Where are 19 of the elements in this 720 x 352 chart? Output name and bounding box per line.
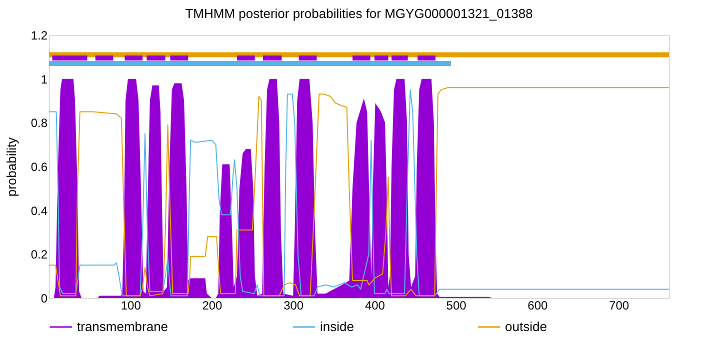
y-tick-label: 1.2 xyxy=(30,28,48,42)
y-tick-label: 1 xyxy=(40,72,48,86)
y-tick-label: 0 xyxy=(40,292,48,306)
y-tick-label: 0.2 xyxy=(30,248,48,262)
x-tick-label: 200 xyxy=(202,298,223,312)
x-tick-label: 100 xyxy=(120,298,142,312)
legend-label: outside xyxy=(505,319,547,334)
y-tick-label: 0.6 xyxy=(30,160,48,174)
legend-label: inside xyxy=(320,319,354,334)
y-axis-title: probability xyxy=(4,136,19,197)
chart-title: TMHMM posterior probabilities for MGYG000001321_01388 xyxy=(185,6,533,21)
y-tick-label: 0.4 xyxy=(30,204,48,218)
x-tick-label: 500 xyxy=(446,298,467,312)
x-tick-label: 600 xyxy=(528,298,548,312)
x-tick-label: 400 xyxy=(364,298,386,312)
x-tick-label: 700 xyxy=(609,298,630,312)
legend-label: transmembrane xyxy=(77,319,168,334)
x-tick-label: 300 xyxy=(284,298,304,312)
y-tick-label: 0.8 xyxy=(30,116,48,130)
